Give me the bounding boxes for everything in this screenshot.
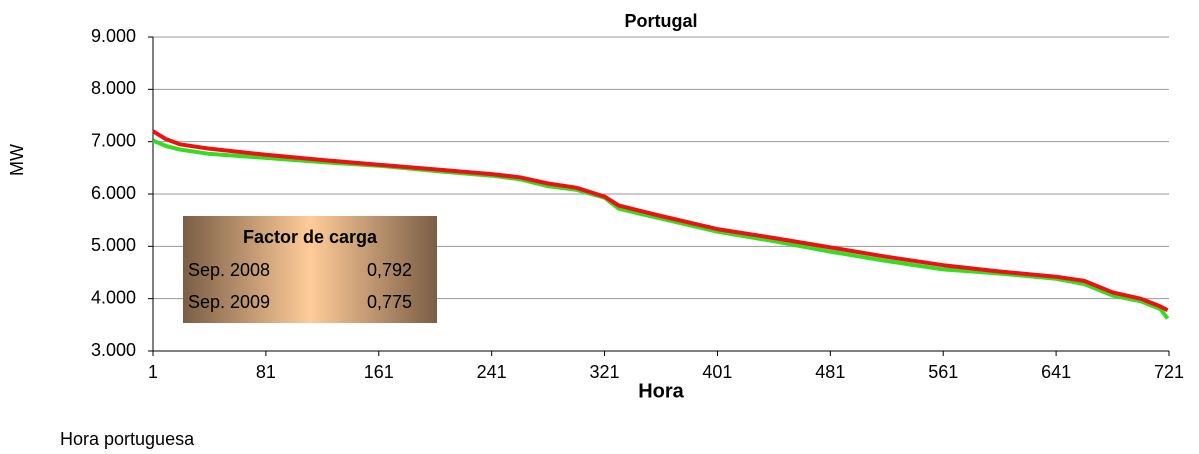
footnote: Hora portuguesa bbox=[60, 429, 195, 449]
chart-title: Portugal bbox=[624, 11, 697, 31]
x-tick-label: 641 bbox=[1041, 362, 1071, 382]
table-load-factor: 0,775 bbox=[367, 292, 412, 312]
series-line bbox=[151, 129, 1169, 312]
table-series-name: Sep. 2008 bbox=[188, 260, 270, 280]
table-load-factor: 0,792 bbox=[367, 260, 412, 280]
y-tick-label: 7.000 bbox=[91, 130, 136, 150]
table-series-name: Sep. 2009 bbox=[188, 292, 270, 312]
x-tick-label: 241 bbox=[477, 362, 507, 382]
x-tick-label: 81 bbox=[256, 362, 276, 382]
x-tick-label: 1 bbox=[148, 362, 158, 382]
x-axis-label: Hora bbox=[638, 380, 684, 402]
x-tick-label: 321 bbox=[590, 362, 620, 382]
y-tick-label: 4.000 bbox=[91, 287, 136, 307]
load-factor-table: Factor de carga Sep. 2008 0,792 Sep. 2009 0,… bbox=[183, 216, 437, 323]
x-tick-label: 401 bbox=[702, 362, 732, 382]
y-tick-label: 5.000 bbox=[91, 235, 136, 255]
y-tick-label: 8.000 bbox=[91, 78, 136, 98]
y-tick-label: 6.000 bbox=[91, 183, 136, 203]
y-tick-label: 3.000 bbox=[91, 340, 136, 360]
plot-area bbox=[148, 36, 1170, 356]
x-tick-label: 561 bbox=[928, 362, 958, 382]
x-tick-label: 161 bbox=[364, 362, 394, 382]
y-tick-label: 9.000 bbox=[91, 26, 136, 46]
y-axis-label: MW bbox=[7, 144, 27, 176]
x-tick-label: 721 bbox=[1154, 362, 1184, 382]
table-background bbox=[183, 216, 437, 323]
x-tick-label: 481 bbox=[815, 362, 845, 382]
series-line bbox=[152, 138, 1170, 320]
table-title: Factor de carga bbox=[243, 227, 378, 247]
